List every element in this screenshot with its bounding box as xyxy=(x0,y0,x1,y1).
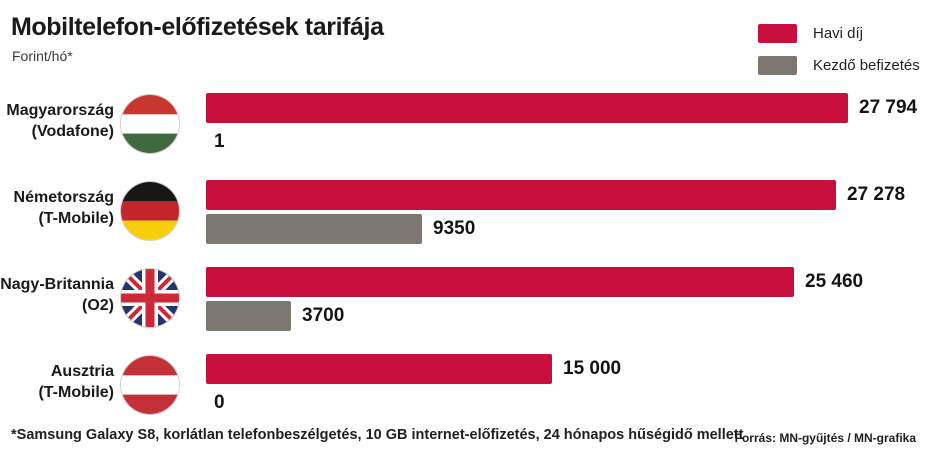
legend-label: Havi díj xyxy=(813,25,864,42)
kezdo-befizetes-bar-line: 0 xyxy=(206,388,926,418)
unit-subtitle: Forint/hó* xyxy=(12,48,73,64)
country-label: Németország (T-Mobile) xyxy=(0,187,114,229)
havi-dij-bar xyxy=(206,93,848,123)
kezdo-befizetes-value: 0 xyxy=(214,392,225,413)
flag-germany-icon xyxy=(121,182,179,240)
havi-dij-bar-line: 25 460 xyxy=(206,267,926,297)
row-bars: 25 460 3700 xyxy=(206,267,926,331)
havi-dij-bar xyxy=(206,354,552,384)
havi-dij-value: 15 000 xyxy=(563,358,622,379)
chart-row-germany: Németország (T-Mobile) 27 278 9350 xyxy=(0,180,926,252)
havi-dij-bar-line: 15 000 xyxy=(206,354,926,384)
row-bars: 27 278 9350 xyxy=(206,180,926,244)
page-title: Mobiltelefon-előfizetések tarifája xyxy=(11,13,384,41)
country-label: Nagy-Britannia (O2) xyxy=(0,274,114,316)
kezdo-befizetes-bar xyxy=(206,301,291,331)
havi-dij-bar xyxy=(206,180,836,210)
chart-row-great-britain: Nagy-Britannia (O2) 25 460 3700 xyxy=(0,267,926,339)
flag-hungary-icon xyxy=(121,95,179,153)
kezdo-befizetes-swatch xyxy=(758,56,797,75)
country-label: Magyarország (Vodafone) xyxy=(0,100,114,142)
country-name: Nagy-Britannia xyxy=(0,276,114,293)
chart-row-austria: Ausztria (T-Mobile) 15 000 0 xyxy=(0,354,926,426)
legend-item-kezdo-befizetes: Kezdő befizetés xyxy=(758,56,920,75)
havi-dij-value: 27 794 xyxy=(859,97,918,118)
havi-dij-swatch xyxy=(758,24,797,43)
flag-austria-icon xyxy=(121,356,179,414)
country-label: Ausztria (T-Mobile) xyxy=(0,361,114,403)
havi-dij-bar xyxy=(206,267,794,297)
kezdo-befizetes-value: 1 xyxy=(214,131,225,152)
source-credit: Forrás: MN-gyűjtés / MN-grafika xyxy=(734,431,916,445)
havi-dij-value: 27 278 xyxy=(847,184,906,205)
row-bars: 27 794 1 xyxy=(206,93,926,157)
operator-name: (Vodafone) xyxy=(31,123,114,140)
country-name: Magyarország xyxy=(6,102,114,119)
havi-dij-value: 25 460 xyxy=(805,271,864,292)
flag-uk-icon xyxy=(121,269,179,327)
footnote: *Samsung Galaxy S8, korlátlan telefonbes… xyxy=(11,427,744,443)
chart-row-hungary: Magyarország (Vodafone) 27 794 1 xyxy=(0,93,926,165)
kezdo-befizetes-bar-line: 9350 xyxy=(206,214,926,244)
row-bars: 15 000 0 xyxy=(206,354,926,418)
havi-dij-bar-line: 27 278 xyxy=(206,180,926,210)
legend-item-havi-dij: Havi díj xyxy=(758,24,920,43)
country-name: Ausztria xyxy=(50,363,114,380)
legend-label: Kezdő befizetés xyxy=(813,57,920,74)
operator-name: (O2) xyxy=(82,297,114,314)
operator-name: (T-Mobile) xyxy=(38,384,114,401)
country-name: Németország xyxy=(13,189,114,206)
legend: Havi díj Kezdő befizetés xyxy=(758,24,920,75)
kezdo-befizetes-bar xyxy=(206,214,422,244)
kezdo-befizetes-bar-line: 1 xyxy=(206,127,926,157)
kezdo-befizetes-value: 3700 xyxy=(302,305,345,326)
operator-name: (T-Mobile) xyxy=(38,210,114,227)
kezdo-befizetes-bar-line: 3700 xyxy=(206,301,926,331)
havi-dij-bar-line: 27 794 xyxy=(206,93,926,123)
kezdo-befizetes-value: 9350 xyxy=(433,218,476,239)
